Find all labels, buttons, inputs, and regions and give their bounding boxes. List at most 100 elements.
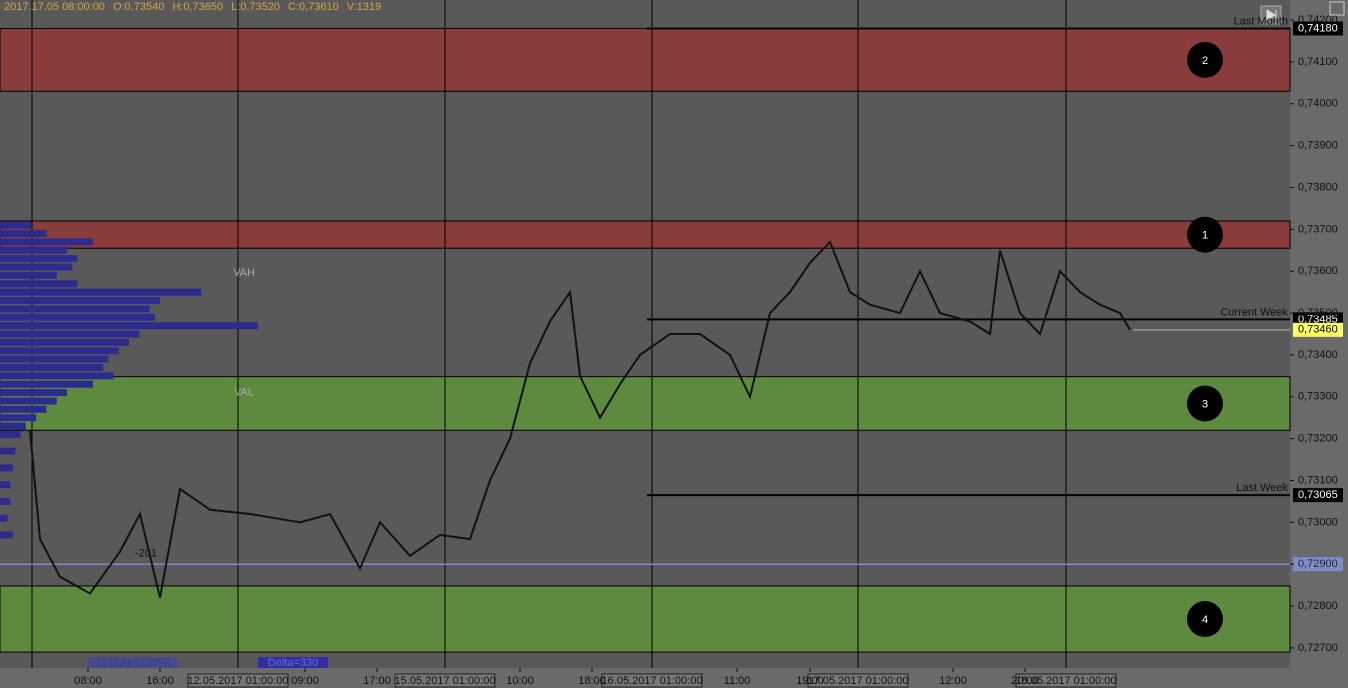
x-tick-label: 16:00 bbox=[146, 675, 174, 687]
footer-box bbox=[258, 657, 328, 668]
price-line bbox=[29, 240, 1131, 598]
zone-label: 3 bbox=[1202, 398, 1208, 410]
y-tick-label: 0,73900 bbox=[1298, 140, 1338, 152]
price-axis bbox=[1290, 0, 1348, 688]
header-item: V:1319 bbox=[347, 1, 381, 13]
footer-text: Delta=330 bbox=[268, 657, 318, 669]
y-tick-label: 0,73700 bbox=[1298, 223, 1338, 235]
level-label: Current Week bbox=[1220, 306, 1288, 318]
header-item: O:0,73540 bbox=[113, 1, 164, 13]
price-box-label: 0,74180 bbox=[1298, 22, 1338, 34]
profile-bar bbox=[0, 447, 16, 455]
zone bbox=[0, 585, 1291, 653]
profile-bar bbox=[0, 405, 47, 413]
date-label: 15.05.2017 01:00:00 bbox=[395, 675, 496, 687]
price-box-label: 0,72900 bbox=[1298, 558, 1338, 570]
profile-bar bbox=[0, 414, 37, 422]
profile-bar bbox=[0, 230, 47, 238]
profile-bar bbox=[0, 531, 13, 539]
y-tick-label: 0,73800 bbox=[1298, 181, 1338, 193]
profile-bar bbox=[0, 238, 93, 246]
profile-bar bbox=[0, 280, 78, 288]
y-tick-label: 0,74200 bbox=[1298, 14, 1338, 26]
zone-badge bbox=[1187, 216, 1223, 253]
x-tick-label: 10:00 bbox=[506, 675, 534, 687]
price-box-label: 0,73065 bbox=[1298, 489, 1338, 501]
y-tick-label: 0,73000 bbox=[1298, 516, 1338, 528]
annotation: -201 bbox=[135, 548, 157, 560]
date-label: 18.05.2017 01:00:00 bbox=[1016, 675, 1117, 687]
x-tick-label: 12:00 bbox=[939, 675, 967, 687]
header-item: L:0,73520 bbox=[231, 1, 280, 13]
profile-bar bbox=[0, 288, 202, 296]
profile-bar bbox=[0, 422, 26, 430]
x-tick-label: 09:00 bbox=[291, 675, 319, 687]
profile-bar bbox=[0, 497, 11, 505]
profile-bar bbox=[0, 305, 150, 313]
zone-badge bbox=[1187, 601, 1223, 638]
date-label: 17.05.2017 01:00:00 bbox=[808, 675, 909, 687]
y-tick-label: 0,73600 bbox=[1298, 265, 1338, 277]
scroll-icon bbox=[1266, 9, 1277, 21]
profile-bar bbox=[0, 263, 73, 271]
date-box bbox=[187, 673, 289, 688]
zone-label: 1 bbox=[1202, 230, 1208, 242]
date-box bbox=[1015, 673, 1117, 688]
profile-bar bbox=[0, 464, 13, 472]
zone bbox=[0, 27, 1291, 92]
zone bbox=[0, 220, 1291, 249]
profile-bar bbox=[0, 246, 68, 254]
y-tick-label: 0,72700 bbox=[1298, 642, 1338, 654]
footer-text: 113023 113353 bbox=[96, 657, 171, 669]
zone-label: 4 bbox=[1202, 614, 1208, 626]
profile-bar bbox=[0, 297, 160, 305]
footer-box bbox=[88, 657, 178, 668]
zone-badge bbox=[1187, 41, 1223, 78]
profile-bar bbox=[0, 372, 114, 380]
x-tick-label: 08:00 bbox=[74, 675, 102, 687]
zone-label: 2 bbox=[1202, 55, 1208, 67]
profile-bar bbox=[0, 313, 155, 321]
y-tick-label: 0,74100 bbox=[1298, 56, 1338, 68]
annotation: VAL bbox=[234, 387, 254, 399]
annotation: VAH bbox=[233, 267, 255, 279]
profile-bar bbox=[0, 221, 31, 229]
price-box-label: 0,73460 bbox=[1298, 324, 1338, 336]
profile-bar bbox=[0, 481, 11, 489]
zone-badge bbox=[1187, 385, 1223, 422]
price-box bbox=[1293, 21, 1343, 36]
settings-button[interactable] bbox=[1329, 1, 1345, 16]
profile-bar bbox=[0, 430, 21, 438]
price-box bbox=[1293, 557, 1343, 572]
profile-bar bbox=[0, 255, 78, 263]
x-tick-label: 19:00 bbox=[796, 675, 824, 687]
x-tick-label: 20:00 bbox=[1011, 675, 1039, 687]
y-tick-label: 0,72800 bbox=[1298, 600, 1338, 612]
profile-bar bbox=[0, 389, 68, 397]
profile-bar bbox=[0, 347, 119, 355]
profile-bar bbox=[0, 363, 104, 371]
plot-area bbox=[0, 0, 1290, 668]
profile-bar bbox=[0, 514, 8, 522]
header-item: H:0,73650 bbox=[172, 1, 223, 13]
price-box bbox=[1293, 322, 1343, 337]
date-box bbox=[394, 673, 496, 688]
date-box bbox=[807, 673, 909, 688]
x-tick-label: 11:00 bbox=[724, 675, 751, 687]
x-tick-label: 17:00 bbox=[363, 675, 391, 687]
x-tick-label: 18:00 bbox=[578, 675, 606, 687]
profile-bar bbox=[0, 355, 109, 363]
profile-bar bbox=[0, 338, 129, 346]
date-box bbox=[601, 673, 703, 688]
level-label: Last Week bbox=[1236, 482, 1288, 494]
plot-layer: 2 1 3 4 Last Month Current Week Last Week VAH VA… bbox=[0, 0, 1291, 668]
y-tick-label: 0,72900 bbox=[1298, 558, 1338, 570]
y-tick-label: 0,73300 bbox=[1298, 391, 1338, 403]
price-box bbox=[1293, 488, 1343, 503]
y-tick-label: 0,74000 bbox=[1298, 98, 1338, 110]
profile-bar bbox=[0, 330, 140, 338]
profile-bar bbox=[0, 397, 57, 405]
y-tick-label: 0,73400 bbox=[1298, 349, 1338, 361]
